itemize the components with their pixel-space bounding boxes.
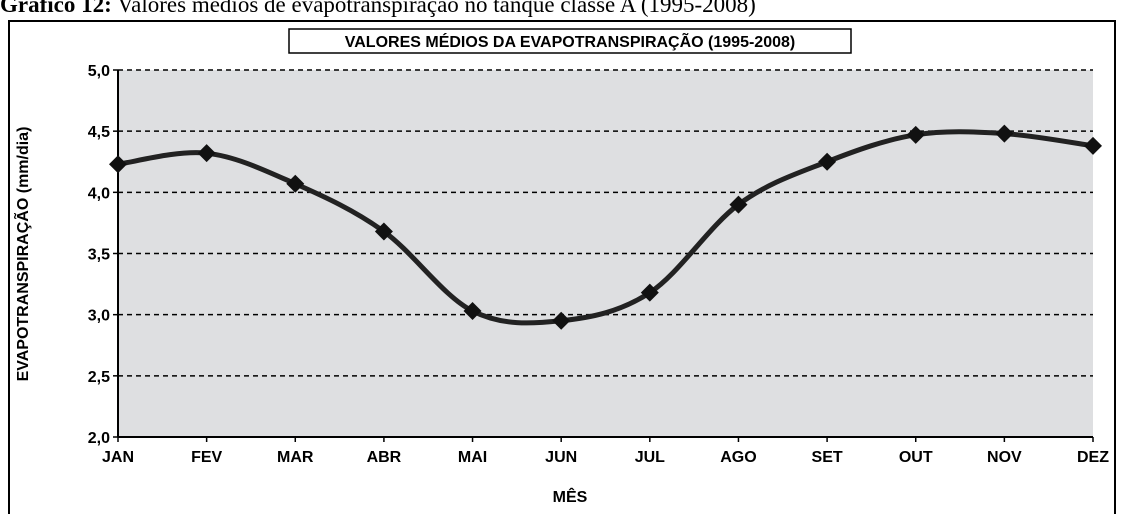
x-tick-label: FEV (191, 449, 222, 466)
x-tick-label: MAR (277, 449, 314, 466)
x-tick-label: JAN (102, 449, 134, 466)
y-tick-label: 5,0 (88, 63, 110, 80)
x-tick-label: DEZ (1077, 449, 1109, 466)
marker (818, 152, 837, 171)
x-tick-label: AGO (720, 449, 756, 466)
caption-text: Valores médios de evapotranspiração no t… (117, 0, 756, 17)
x-tick-label: SET (812, 449, 843, 466)
marker (906, 125, 925, 144)
x-tick-label: OUT (899, 449, 933, 466)
x-tick-label: JUL (635, 449, 665, 466)
y-axis-label: EVAPOTRANSPIRAÇÃO (mm/dia) (12, 127, 32, 382)
y-tick-label: 2,0 (88, 430, 110, 447)
title-box (288, 28, 852, 54)
x-tick-label: MAI (458, 449, 487, 466)
marker (286, 174, 305, 193)
marker (995, 124, 1014, 143)
marker (640, 283, 659, 302)
marker (374, 222, 393, 241)
y-tick-label: 4,0 (88, 185, 110, 202)
y-tick-label: 3,0 (88, 308, 110, 325)
x-tick-label: ABR (367, 449, 402, 466)
marker (197, 144, 216, 163)
x-tick-label: NOV (987, 449, 1022, 466)
marker (552, 311, 571, 330)
marker (1084, 136, 1102, 155)
caption: Gráfico 12: Valores médios de evapotrans… (0, 0, 756, 17)
marker (463, 301, 482, 320)
x-tick-label: JUN (545, 449, 577, 466)
chart-title: VALORES MÉDIOS DA EVAPOTRANSPIRAÇÃO (199… (345, 31, 795, 51)
marker (729, 195, 748, 214)
y-tick-label: 4,5 (88, 124, 110, 141)
y-tick-label: 2,5 (88, 369, 110, 386)
caption-label: Gráfico 12: (0, 0, 112, 17)
y-tick-label: 3,5 (88, 247, 110, 264)
x-axis-label: MÊS (553, 487, 588, 506)
marker (109, 155, 127, 174)
